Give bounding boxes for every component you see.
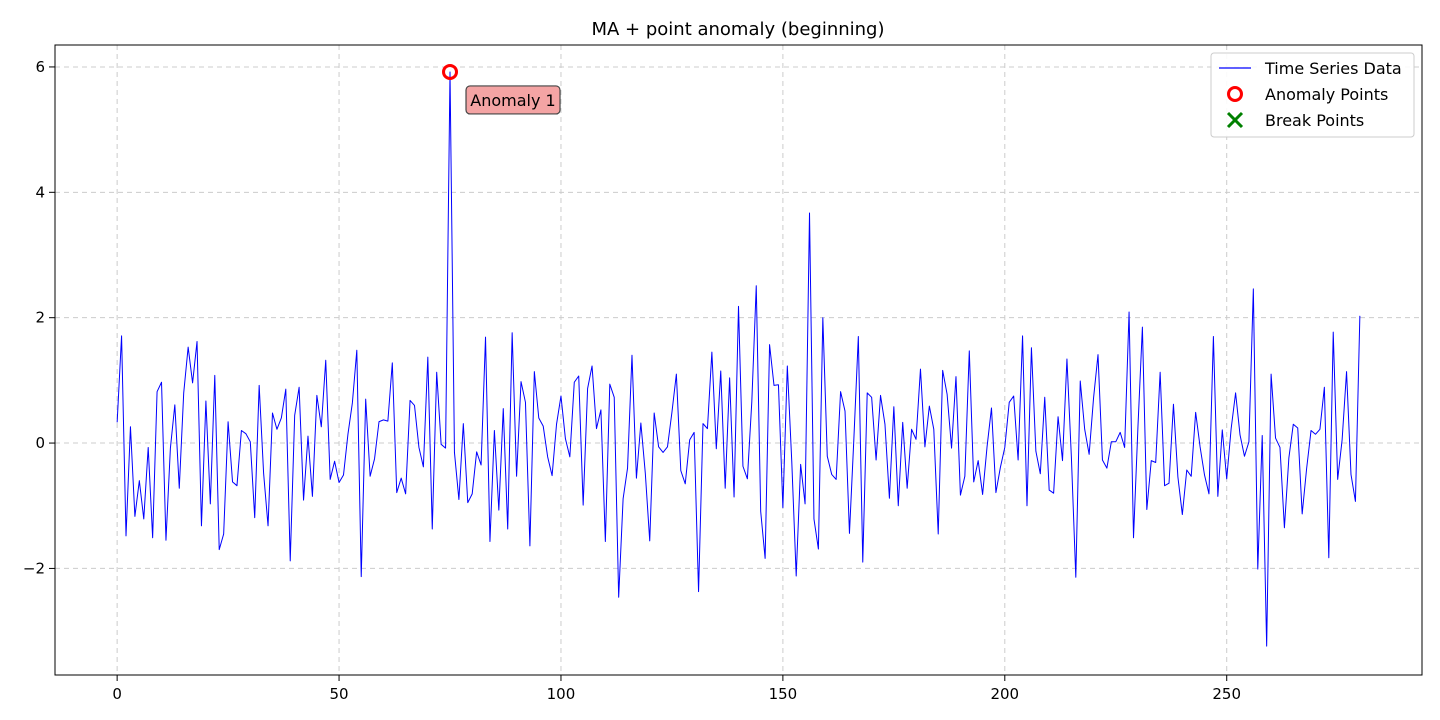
anomaly-point (442, 63, 459, 80)
x-tick-label: 0 (112, 685, 122, 703)
y-tick-label: 4 (35, 183, 45, 201)
chart-title: MA + point anomaly (beginning) (591, 19, 884, 40)
series-line (116, 71, 1361, 647)
x-tick-label: 100 (547, 685, 576, 703)
legend-x-icon (1226, 111, 1244, 129)
grid (55, 45, 1422, 675)
annotation-box (465, 85, 561, 115)
plot-area (116, 63, 1361, 647)
x-tick-label: 200 (990, 685, 1019, 703)
plot-frame (54, 44, 1423, 676)
y-tick-label: 6 (35, 58, 45, 76)
y-tick-label: 0 (35, 434, 45, 452)
y-tick-label: 2 (35, 309, 45, 327)
legend: Time Series Data Anomaly Points Break Poin… (1210, 52, 1415, 138)
x-tick-label: 50 (330, 685, 349, 703)
x-tick-label: 150 (769, 685, 798, 703)
legend-box (1210, 52, 1415, 138)
annotations: Anomaly 1 (465, 85, 561, 115)
annotation-label: Anomaly 1 (470, 91, 555, 110)
x-tick-label: 250 (1212, 685, 1241, 703)
y-axis: −2 0 2 4 6 (23, 58, 55, 577)
x-axis: 0 50 100 150 200 250 (112, 675, 1241, 703)
y-tick-label: −2 (23, 559, 45, 577)
legend-label: Time Series Data (1264, 59, 1402, 78)
legend-label: Anomaly Points (1265, 85, 1388, 104)
legend-label: Break Points (1265, 111, 1364, 130)
legend-circle-icon (1227, 86, 1243, 102)
